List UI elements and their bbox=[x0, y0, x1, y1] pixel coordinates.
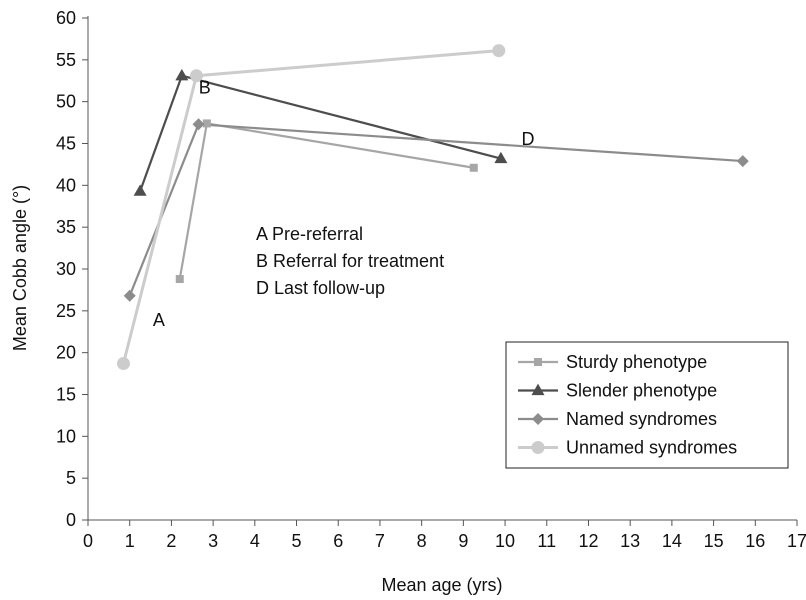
data-point-sturdy-phenotype bbox=[469, 163, 478, 172]
x-tick-label: 8 bbox=[417, 531, 427, 551]
y-tick-label: 20 bbox=[56, 343, 76, 363]
data-point-unnamed-syndromes bbox=[116, 357, 130, 371]
y-tick-label: 5 bbox=[66, 468, 76, 488]
legend: Sturdy phenotype Slender phenotype Named s… bbox=[505, 341, 789, 469]
x-tick-label: 17 bbox=[787, 531, 806, 551]
legend-label-unnamed-syndromes: Unnamed syndromes bbox=[566, 438, 737, 458]
x-tick-label: 16 bbox=[745, 531, 765, 551]
y-tick-label: 60 bbox=[56, 8, 76, 28]
data-point-named-syndromes bbox=[736, 155, 749, 168]
x-tick-label: 15 bbox=[704, 531, 724, 551]
series-lines bbox=[121, 49, 743, 364]
x-tick-label: 5 bbox=[292, 531, 302, 551]
annotation-line: A Pre-referral bbox=[256, 224, 363, 244]
y-tick-label: 25 bbox=[56, 301, 76, 321]
y-tick-label: 50 bbox=[56, 92, 76, 112]
legend-marker-unnamed-syndromes bbox=[531, 441, 545, 454]
y-tick-label: 30 bbox=[56, 259, 76, 279]
legend-marker-named-syndromes bbox=[532, 413, 544, 425]
y-tick-label: 55 bbox=[56, 50, 76, 70]
point-labels: A B D bbox=[153, 77, 535, 330]
x-tick-label: 11 bbox=[537, 531, 556, 551]
x-tick-label: 12 bbox=[578, 531, 598, 551]
data-point-unnamed-syndromes bbox=[189, 69, 203, 83]
x-tick-label: 3 bbox=[208, 531, 218, 551]
x-tick-label: 2 bbox=[166, 531, 176, 551]
x-tick-label: 1 bbox=[125, 531, 135, 551]
annotation-line: D Last follow-up bbox=[256, 278, 385, 298]
annotation-line: B Referral for treatment bbox=[256, 251, 444, 271]
y-tick-label: 0 bbox=[66, 510, 76, 530]
x-tick-label: 13 bbox=[620, 531, 640, 551]
y-tick-label: 35 bbox=[56, 217, 76, 237]
x-tick-label: 0 bbox=[83, 531, 93, 551]
x-tick-label: 9 bbox=[458, 531, 468, 551]
y-tick-label: 40 bbox=[56, 175, 76, 195]
data-point-sturdy-phenotype bbox=[175, 275, 184, 284]
data-point-unnamed-syndromes bbox=[492, 44, 506, 58]
x-tick-label: 7 bbox=[375, 531, 385, 551]
legend-marker-slender-phenotype bbox=[531, 383, 545, 396]
data-point-slender-phenotype bbox=[175, 68, 189, 81]
data-point-slender-phenotype bbox=[133, 184, 147, 196]
x-tick-label: 10 bbox=[495, 531, 515, 551]
point-label-d: D bbox=[521, 129, 534, 149]
data-point-named-syndromes bbox=[123, 289, 136, 302]
point-label-b: B bbox=[199, 77, 211, 97]
data-point-sturdy-phenotype bbox=[202, 119, 211, 128]
x-tick-label: 4 bbox=[250, 531, 260, 551]
legend-label-named-syndromes: Named syndromes bbox=[566, 409, 717, 429]
data-point-named-syndromes bbox=[192, 118, 205, 131]
legend-label-slender-phenotype: Slender phenotype bbox=[566, 381, 717, 401]
y-tick-label: 10 bbox=[56, 426, 76, 446]
series-line-unnamed-syndromes bbox=[121, 49, 499, 364]
series-markers bbox=[116, 44, 749, 371]
y-axis-title: Mean Cobb angle (°) bbox=[10, 185, 30, 351]
y-tick-label: 15 bbox=[56, 385, 76, 405]
point-label-a: A bbox=[153, 310, 165, 330]
legend-marker-sturdy-phenotype bbox=[534, 358, 542, 366]
legend-label-sturdy-phenotype: Sturdy phenotype bbox=[566, 352, 707, 372]
annotation-text: A Pre-referral B Referral for treatment D … bbox=[256, 224, 444, 298]
x-tick-label: 14 bbox=[662, 531, 682, 551]
x-axis-title: Mean age (yrs) bbox=[381, 575, 502, 595]
y-tick-label: 45 bbox=[56, 134, 76, 154]
data-point-slender-phenotype bbox=[494, 151, 508, 164]
x-tick-label: 6 bbox=[333, 531, 343, 551]
